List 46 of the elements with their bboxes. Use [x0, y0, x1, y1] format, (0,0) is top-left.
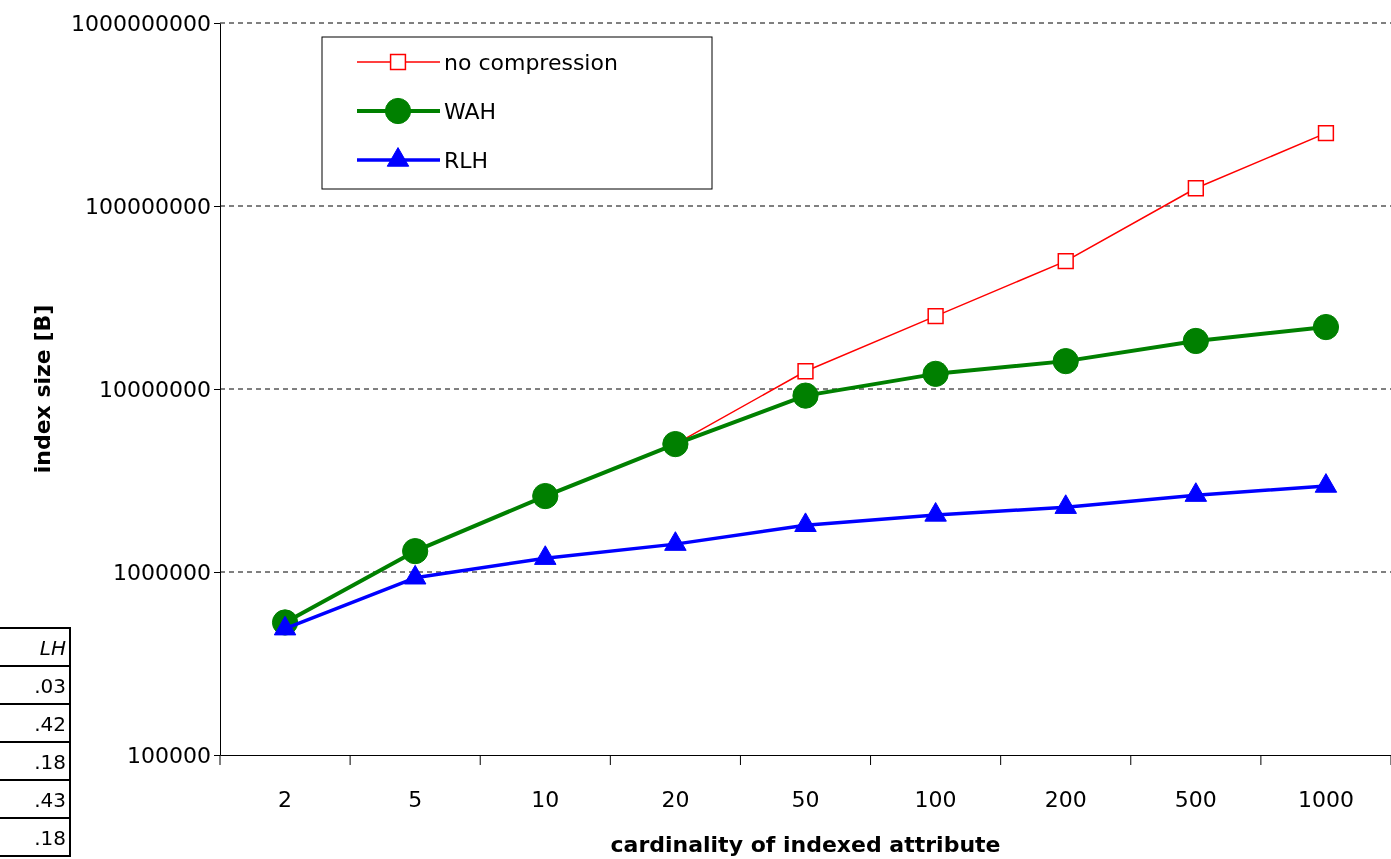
x-tick-label: 100: [914, 786, 957, 812]
text: LH: [39, 636, 66, 660]
legend-label: RLH: [444, 148, 489, 173]
x-tick-label: 200: [1044, 786, 1087, 812]
text: .18: [34, 750, 66, 774]
text: .43: [34, 788, 66, 812]
y-tick-label: 10000000: [99, 376, 211, 402]
legend-label: WAH: [444, 99, 497, 124]
point: [1312, 313, 1340, 341]
point: [1052, 348, 1079, 375]
point: [664, 531, 687, 551]
y-tick-label: 1000000000: [71, 10, 211, 36]
point: [532, 482, 559, 510]
x-tick-label: 2: [278, 786, 293, 812]
x-tick-label: 5: [408, 786, 423, 812]
point: [403, 564, 427, 585]
x-axis-title: cardinality of indexed attribute: [610, 832, 1001, 857]
x-tick-label: 1000: [1297, 786, 1354, 812]
text: .42: [34, 712, 66, 736]
text: .18: [34, 826, 66, 850]
point: [797, 363, 814, 380]
point: [794, 512, 817, 532]
y-tick-label: 100000000: [85, 193, 211, 219]
point: [1314, 473, 1338, 493]
point: [1187, 180, 1204, 197]
point: [927, 308, 944, 325]
x-tick-label: 10: [531, 786, 560, 812]
point: [534, 545, 557, 565]
point: [1184, 482, 1208, 502]
point: [273, 615, 297, 636]
point: [662, 431, 689, 458]
y-axis-title: index size [B]: [30, 304, 55, 474]
point: [792, 382, 819, 409]
legend-label: no compression: [444, 50, 618, 75]
point: [1182, 327, 1209, 355]
point: [1057, 252, 1074, 270]
point: [1317, 125, 1335, 142]
point: [1054, 494, 1077, 514]
x-tick-label: 500: [1174, 786, 1217, 812]
text: .03: [34, 674, 66, 698]
point: [922, 360, 949, 387]
point: [924, 502, 947, 522]
x-tick-label: 50: [791, 786, 820, 812]
x-tick-label: 20: [661, 786, 690, 812]
y-tick-label: 100000: [127, 742, 211, 768]
y-tick-label: 1000000: [113, 559, 211, 585]
